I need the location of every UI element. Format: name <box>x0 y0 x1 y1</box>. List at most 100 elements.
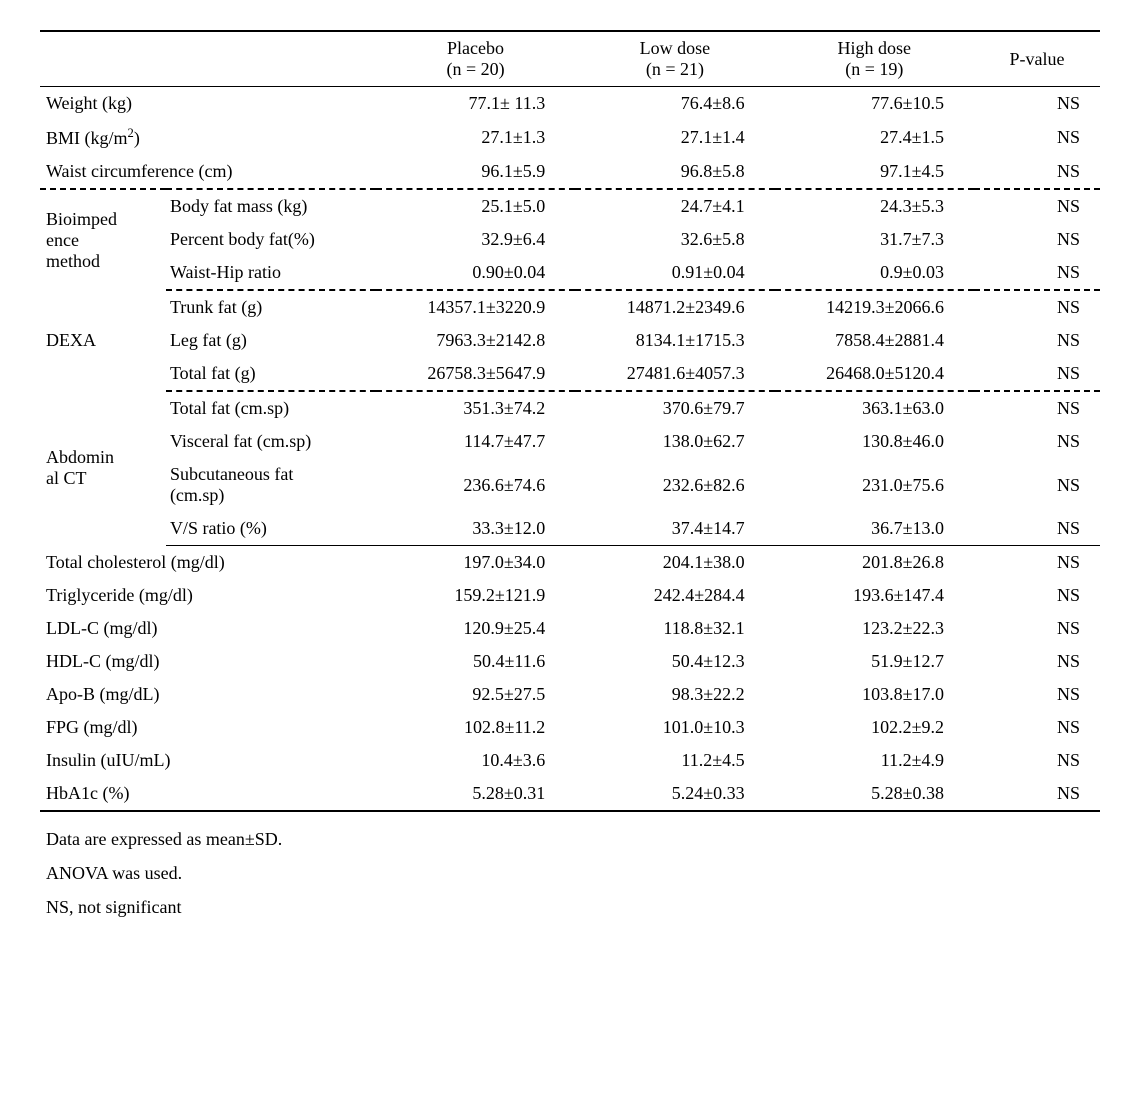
row-label: Waist-Hip ratio <box>166 256 376 290</box>
cell-low: 5.24±0.33 <box>575 777 774 811</box>
cell-low: 11.2±4.5 <box>575 744 774 777</box>
footnotes: Data are expressed as mean±SD. ANOVA was… <box>40 822 1107 925</box>
cell-low: 232.6±82.6 <box>575 458 774 512</box>
row-label: Triglyceride (mg/dl) <box>40 579 376 612</box>
cell-placebo: 7963.3±2142.8 <box>376 324 575 357</box>
cell-placebo: 50.4±11.6 <box>376 645 575 678</box>
header-low-dose: Low dose (n = 21) <box>575 31 774 87</box>
cell-pvalue: NS <box>974 290 1100 324</box>
header-placebo-line1: Placebo <box>447 38 504 58</box>
baseline-characteristics-table: Placebo (n = 20) Low dose (n = 21) High … <box>40 30 1100 812</box>
cell-low: 96.8±5.8 <box>575 155 774 189</box>
table-row: Total cholesterol (mg/dl)197.0±34.0204.1… <box>40 546 1100 580</box>
table-row: FPG (mg/dl)102.8±11.2101.0±10.3102.2±9.2… <box>40 711 1100 744</box>
table-row: Abdominal CTTotal fat (cm.sp)351.3±74.23… <box>40 391 1100 425</box>
cell-low: 14871.2±2349.6 <box>575 290 774 324</box>
row-label: Total cholesterol (mg/dl) <box>40 546 376 580</box>
cell-placebo: 92.5±27.5 <box>376 678 575 711</box>
row-label: Body fat mass (kg) <box>166 189 376 223</box>
cell-high: 363.1±63.0 <box>775 391 974 425</box>
row-label: Subcutaneous fat(cm.sp) <box>166 458 376 512</box>
cell-pvalue: NS <box>974 120 1100 155</box>
cell-pvalue: NS <box>974 223 1100 256</box>
cell-low: 118.8±32.1 <box>575 612 774 645</box>
cell-placebo: 27.1±1.3 <box>376 120 575 155</box>
cell-high: 97.1±4.5 <box>775 155 974 189</box>
row-label: HbA1c (%) <box>40 777 376 811</box>
row-label: Trunk fat (g) <box>166 290 376 324</box>
cell-placebo: 197.0±34.0 <box>376 546 575 580</box>
cell-high: 31.7±7.3 <box>775 223 974 256</box>
cell-high: 0.9±0.03 <box>775 256 974 290</box>
cell-placebo: 120.9±25.4 <box>376 612 575 645</box>
cell-low: 98.3±22.2 <box>575 678 774 711</box>
cell-pvalue: NS <box>974 744 1100 777</box>
cell-high: 36.7±13.0 <box>775 512 974 546</box>
cell-placebo: 96.1±5.9 <box>376 155 575 189</box>
cell-high: 11.2±4.9 <box>775 744 974 777</box>
cell-low: 370.6±79.7 <box>575 391 774 425</box>
row-label: Leg fat (g) <box>166 324 376 357</box>
cell-pvalue: NS <box>974 458 1100 512</box>
row-label: Total fat (cm.sp) <box>166 391 376 425</box>
cell-pvalue: NS <box>974 579 1100 612</box>
cell-high: 193.6±147.4 <box>775 579 974 612</box>
cell-placebo: 32.9±6.4 <box>376 223 575 256</box>
row-label: Waist circumference (cm) <box>40 155 376 189</box>
cell-pvalue: NS <box>974 391 1100 425</box>
cell-high: 77.6±10.5 <box>775 87 974 121</box>
cell-placebo: 77.1± 11.3 <box>376 87 575 121</box>
cell-low: 204.1±38.0 <box>575 546 774 580</box>
cell-high: 27.4±1.5 <box>775 120 974 155</box>
cell-pvalue: NS <box>974 645 1100 678</box>
table-row: BioimpedencemethodBody fat mass (kg)25.1… <box>40 189 1100 223</box>
row-category: Abdominal CT <box>40 391 166 546</box>
header-placebo-line2: (n = 20) <box>446 59 504 79</box>
header-low-line1: Low dose <box>640 38 711 58</box>
row-label: V/S ratio (%) <box>166 512 376 546</box>
cell-placebo: 114.7±47.7 <box>376 425 575 458</box>
cell-pvalue: NS <box>974 425 1100 458</box>
table-row: Waist circumference (cm)96.1±5.996.8±5.8… <box>40 155 1100 189</box>
header-high-dose: High dose (n = 19) <box>775 31 974 87</box>
cell-pvalue: NS <box>974 87 1100 121</box>
row-label: Percent body fat(%) <box>166 223 376 256</box>
cell-placebo: 5.28±0.31 <box>376 777 575 811</box>
cell-low: 242.4±284.4 <box>575 579 774 612</box>
row-label: Apo-B (mg/dL) <box>40 678 376 711</box>
table-row: Visceral fat (cm.sp)114.7±47.7138.0±62.7… <box>40 425 1100 458</box>
cell-pvalue: NS <box>974 324 1100 357</box>
header-placebo: Placebo (n = 20) <box>376 31 575 87</box>
table-row: Triglyceride (mg/dl)159.2±121.9242.4±284… <box>40 579 1100 612</box>
cell-placebo: 14357.1±3220.9 <box>376 290 575 324</box>
row-category: DEXA <box>40 290 166 391</box>
header-high-line2: (n = 19) <box>845 59 903 79</box>
cell-high: 7858.4±2881.4 <box>775 324 974 357</box>
table-row: Waist-Hip ratio0.90±0.040.91±0.040.9±0.0… <box>40 256 1100 290</box>
cell-high: 201.8±26.8 <box>775 546 974 580</box>
cell-low: 37.4±14.7 <box>575 512 774 546</box>
table-row: Apo-B (mg/dL)92.5±27.598.3±22.2103.8±17.… <box>40 678 1100 711</box>
cell-high: 103.8±17.0 <box>775 678 974 711</box>
row-label: HDL-C (mg/dl) <box>40 645 376 678</box>
table-row: Insulin (uIU/mL)10.4±3.611.2±4.511.2±4.9… <box>40 744 1100 777</box>
footnote-1: Data are expressed as mean±SD. <box>46 822 1107 856</box>
table-row: HbA1c (%)5.28±0.315.24±0.335.28±0.38NS <box>40 777 1100 811</box>
cell-pvalue: NS <box>974 777 1100 811</box>
row-label: Insulin (uIU/mL) <box>40 744 376 777</box>
cell-placebo: 0.90±0.04 <box>376 256 575 290</box>
cell-high: 231.0±75.6 <box>775 458 974 512</box>
cell-placebo: 236.6±74.6 <box>376 458 575 512</box>
cell-high: 5.28±0.38 <box>775 777 974 811</box>
cell-low: 138.0±62.7 <box>575 425 774 458</box>
cell-low: 76.4±8.6 <box>575 87 774 121</box>
cell-high: 26468.0±5120.4 <box>775 357 974 391</box>
table-body: Weight (kg)77.1± 11.376.4±8.677.6±10.5NS… <box>40 87 1100 812</box>
table-row: DEXATrunk fat (g)14357.1±3220.914871.2±2… <box>40 290 1100 324</box>
header-blank-1 <box>40 31 166 87</box>
cell-low: 50.4±12.3 <box>575 645 774 678</box>
cell-pvalue: NS <box>974 155 1100 189</box>
row-label: Visceral fat (cm.sp) <box>166 425 376 458</box>
cell-pvalue: NS <box>974 357 1100 391</box>
table-row: Percent body fat(%)32.9±6.432.6±5.831.7±… <box>40 223 1100 256</box>
